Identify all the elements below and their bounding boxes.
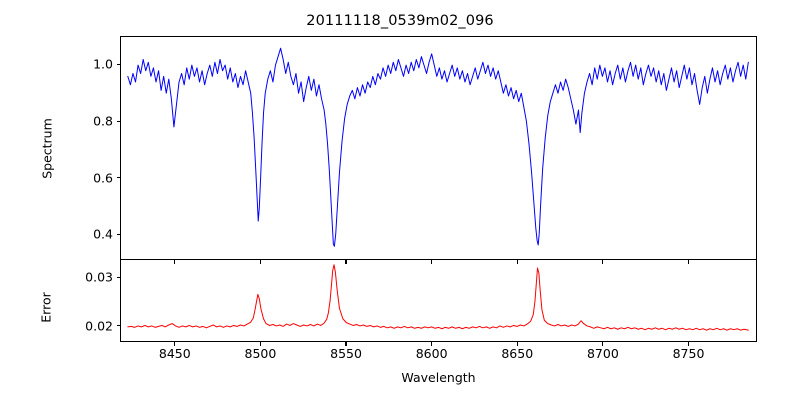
y-tick-mark-error: [116, 276, 120, 278]
y-tick-label-spectrum: 0.4: [93, 226, 113, 242]
x-tick-mark-spectrum: [431, 260, 433, 264]
y-tick-label-spectrum: 0.6: [93, 170, 113, 186]
y-axis-label-spectrum: Spectrum: [39, 118, 55, 179]
x-tick-label: 8650: [501, 346, 534, 361]
x-tick-mark-error: [516, 342, 518, 346]
x-tick-mark-spectrum: [687, 260, 690, 264]
x-tick-mark-error: [174, 342, 176, 346]
spectrum-line-series: [121, 37, 756, 259]
x-tick-mark-spectrum: [259, 260, 261, 264]
x-tick-mark-error: [345, 342, 347, 346]
y-tick-mark-spectrum: [116, 120, 120, 122]
y-tick-label-spectrum: 0.8: [93, 113, 113, 129]
y-tick-mark-spectrum: [116, 63, 120, 65]
x-tick-mark-spectrum: [345, 260, 347, 264]
y-tick-mark-spectrum: [116, 233, 120, 236]
x-tick-label: 8600: [415, 346, 448, 361]
x-tick-label: 8550: [330, 346, 362, 361]
x-tick-mark-error: [259, 342, 261, 346]
x-tick-mark-error: [431, 342, 433, 346]
x-tick-mark-spectrum: [174, 260, 176, 264]
x-axis-label: Wavelength: [401, 370, 476, 385]
x-tick-label: 8750: [672, 346, 705, 361]
x-tick-label: 8500: [244, 346, 277, 361]
x-tick-label: 8450: [158, 346, 191, 361]
y-tick-label-spectrum: 1.0: [93, 56, 113, 72]
y-tick-mark-spectrum: [116, 177, 120, 179]
x-tick-mark-spectrum: [602, 260, 604, 264]
x-tick-mark-error: [602, 342, 604, 346]
y-tick-label-error: 0.03: [85, 269, 113, 285]
error-plot-area: [120, 259, 757, 342]
y-axis-label-error: Error: [38, 292, 54, 323]
spectrum-plot-area: [120, 36, 757, 260]
x-tick-label: 8700: [586, 346, 619, 361]
x-tick-mark-spectrum: [516, 260, 518, 264]
page-title: 20111118_0539m02_096: [306, 13, 494, 29]
x-tick-mark-error: [687, 342, 690, 346]
error-line-series: [121, 260, 756, 341]
y-tick-mark-error: [116, 325, 120, 327]
y-tick-label-error: 0.02: [85, 318, 113, 334]
